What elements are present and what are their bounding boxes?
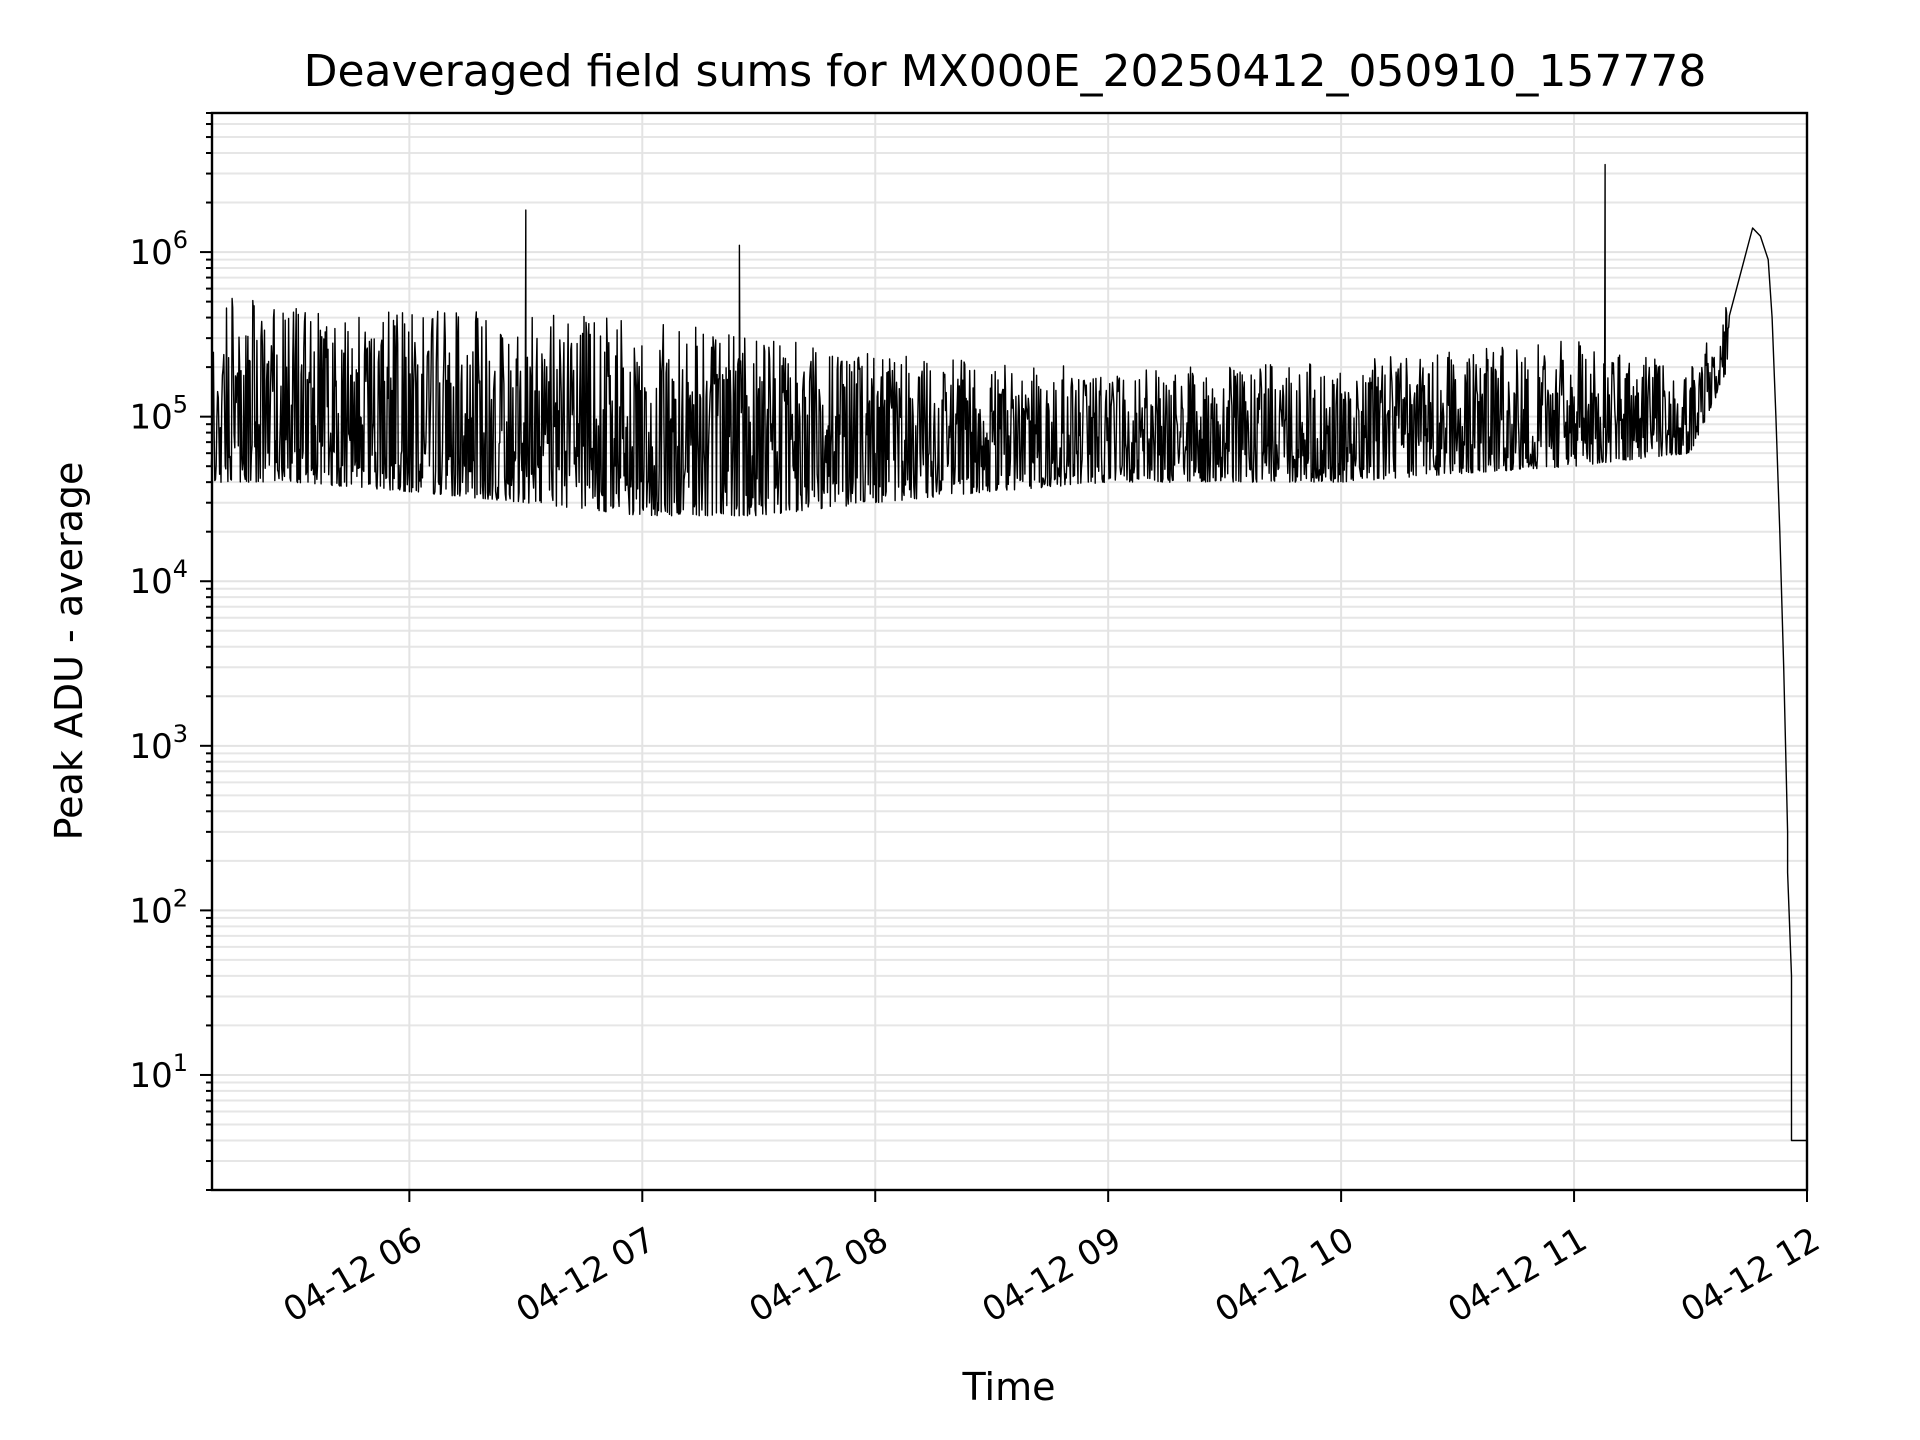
x-tick-label: 04-12 11 bbox=[1441, 1220, 1593, 1331]
tick-layer: 101 102 103 104 105 106 04-12 06 04-12 07 04-12 … bbox=[129, 112, 1827, 1331]
x-tick-label: 04-12 06 bbox=[277, 1220, 429, 1331]
x-axis-label: Time bbox=[962, 1365, 1056, 1409]
y-axis-label: Peak ADU - average bbox=[47, 462, 91, 841]
y-tick-label: 101 bbox=[129, 1049, 188, 1096]
series-layer bbox=[210, 163, 1807, 1142]
y-tick-label: 103 bbox=[129, 720, 188, 767]
y-tick-label: 104 bbox=[129, 555, 188, 602]
x-tick-label: 04-12 12 bbox=[1674, 1220, 1826, 1331]
y-tick-label: 102 bbox=[129, 884, 188, 931]
y-tick-label: 105 bbox=[129, 391, 188, 438]
x-tick-label: 04-12 10 bbox=[1209, 1220, 1361, 1331]
y-tick-label: 106 bbox=[129, 226, 188, 273]
x-tick-label: 04-12 09 bbox=[976, 1220, 1128, 1331]
plot-frame bbox=[210, 111, 1809, 1192]
chart-title: Deaveraged field sums for MX000E_2025041… bbox=[304, 46, 1707, 97]
x-tick-label: 04-12 08 bbox=[743, 1220, 895, 1331]
grid-layer bbox=[212, 112, 1808, 1191]
x-tick-label: 04-12 07 bbox=[510, 1220, 662, 1331]
series-line bbox=[210, 163, 1807, 1142]
